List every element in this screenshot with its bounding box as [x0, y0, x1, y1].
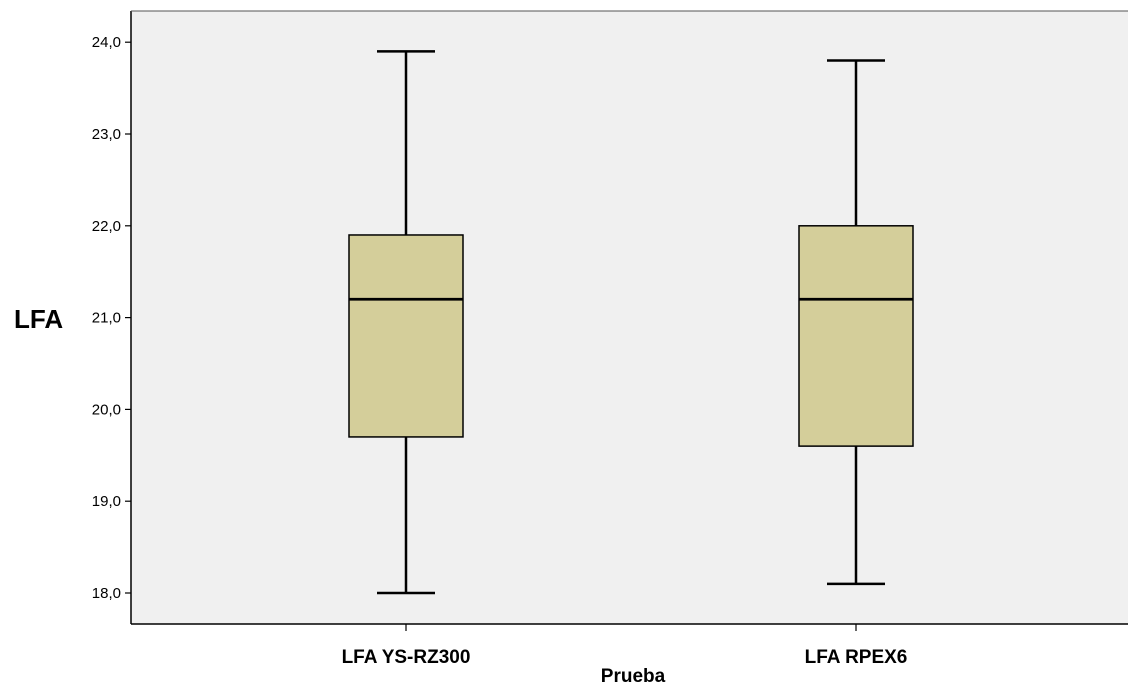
iqr-box	[348, 234, 464, 438]
y-tick-label: 21,0	[92, 310, 121, 327]
x-tick-label: LFA YS-RZ300	[342, 647, 471, 668]
y-tick-label: 23,0	[92, 126, 121, 143]
y-tick-label: 22,0	[92, 218, 121, 235]
y-tick-label: 19,0	[92, 493, 121, 510]
y-tick-label: 18,0	[92, 585, 121, 602]
x-ticks: LFA YS-RZ300 LFA RPEX6	[342, 624, 908, 668]
plot-area	[131, 11, 1128, 624]
boxes	[348, 50, 914, 595]
iqr-box	[798, 225, 914, 447]
x-tick-label: LFA RPEX6	[805, 647, 908, 668]
y-axis-title: LFA	[14, 304, 63, 334]
y-tick-label: 20,0	[92, 401, 121, 418]
x-axis-title: Prueba	[601, 666, 666, 686]
box-group	[348, 50, 464, 595]
y-ticks: 18,0 19,0 20,0 21,0 22,0 23,0 24,0	[92, 34, 131, 602]
y-tick-label: 24,0	[92, 34, 121, 51]
box-group	[798, 59, 914, 586]
